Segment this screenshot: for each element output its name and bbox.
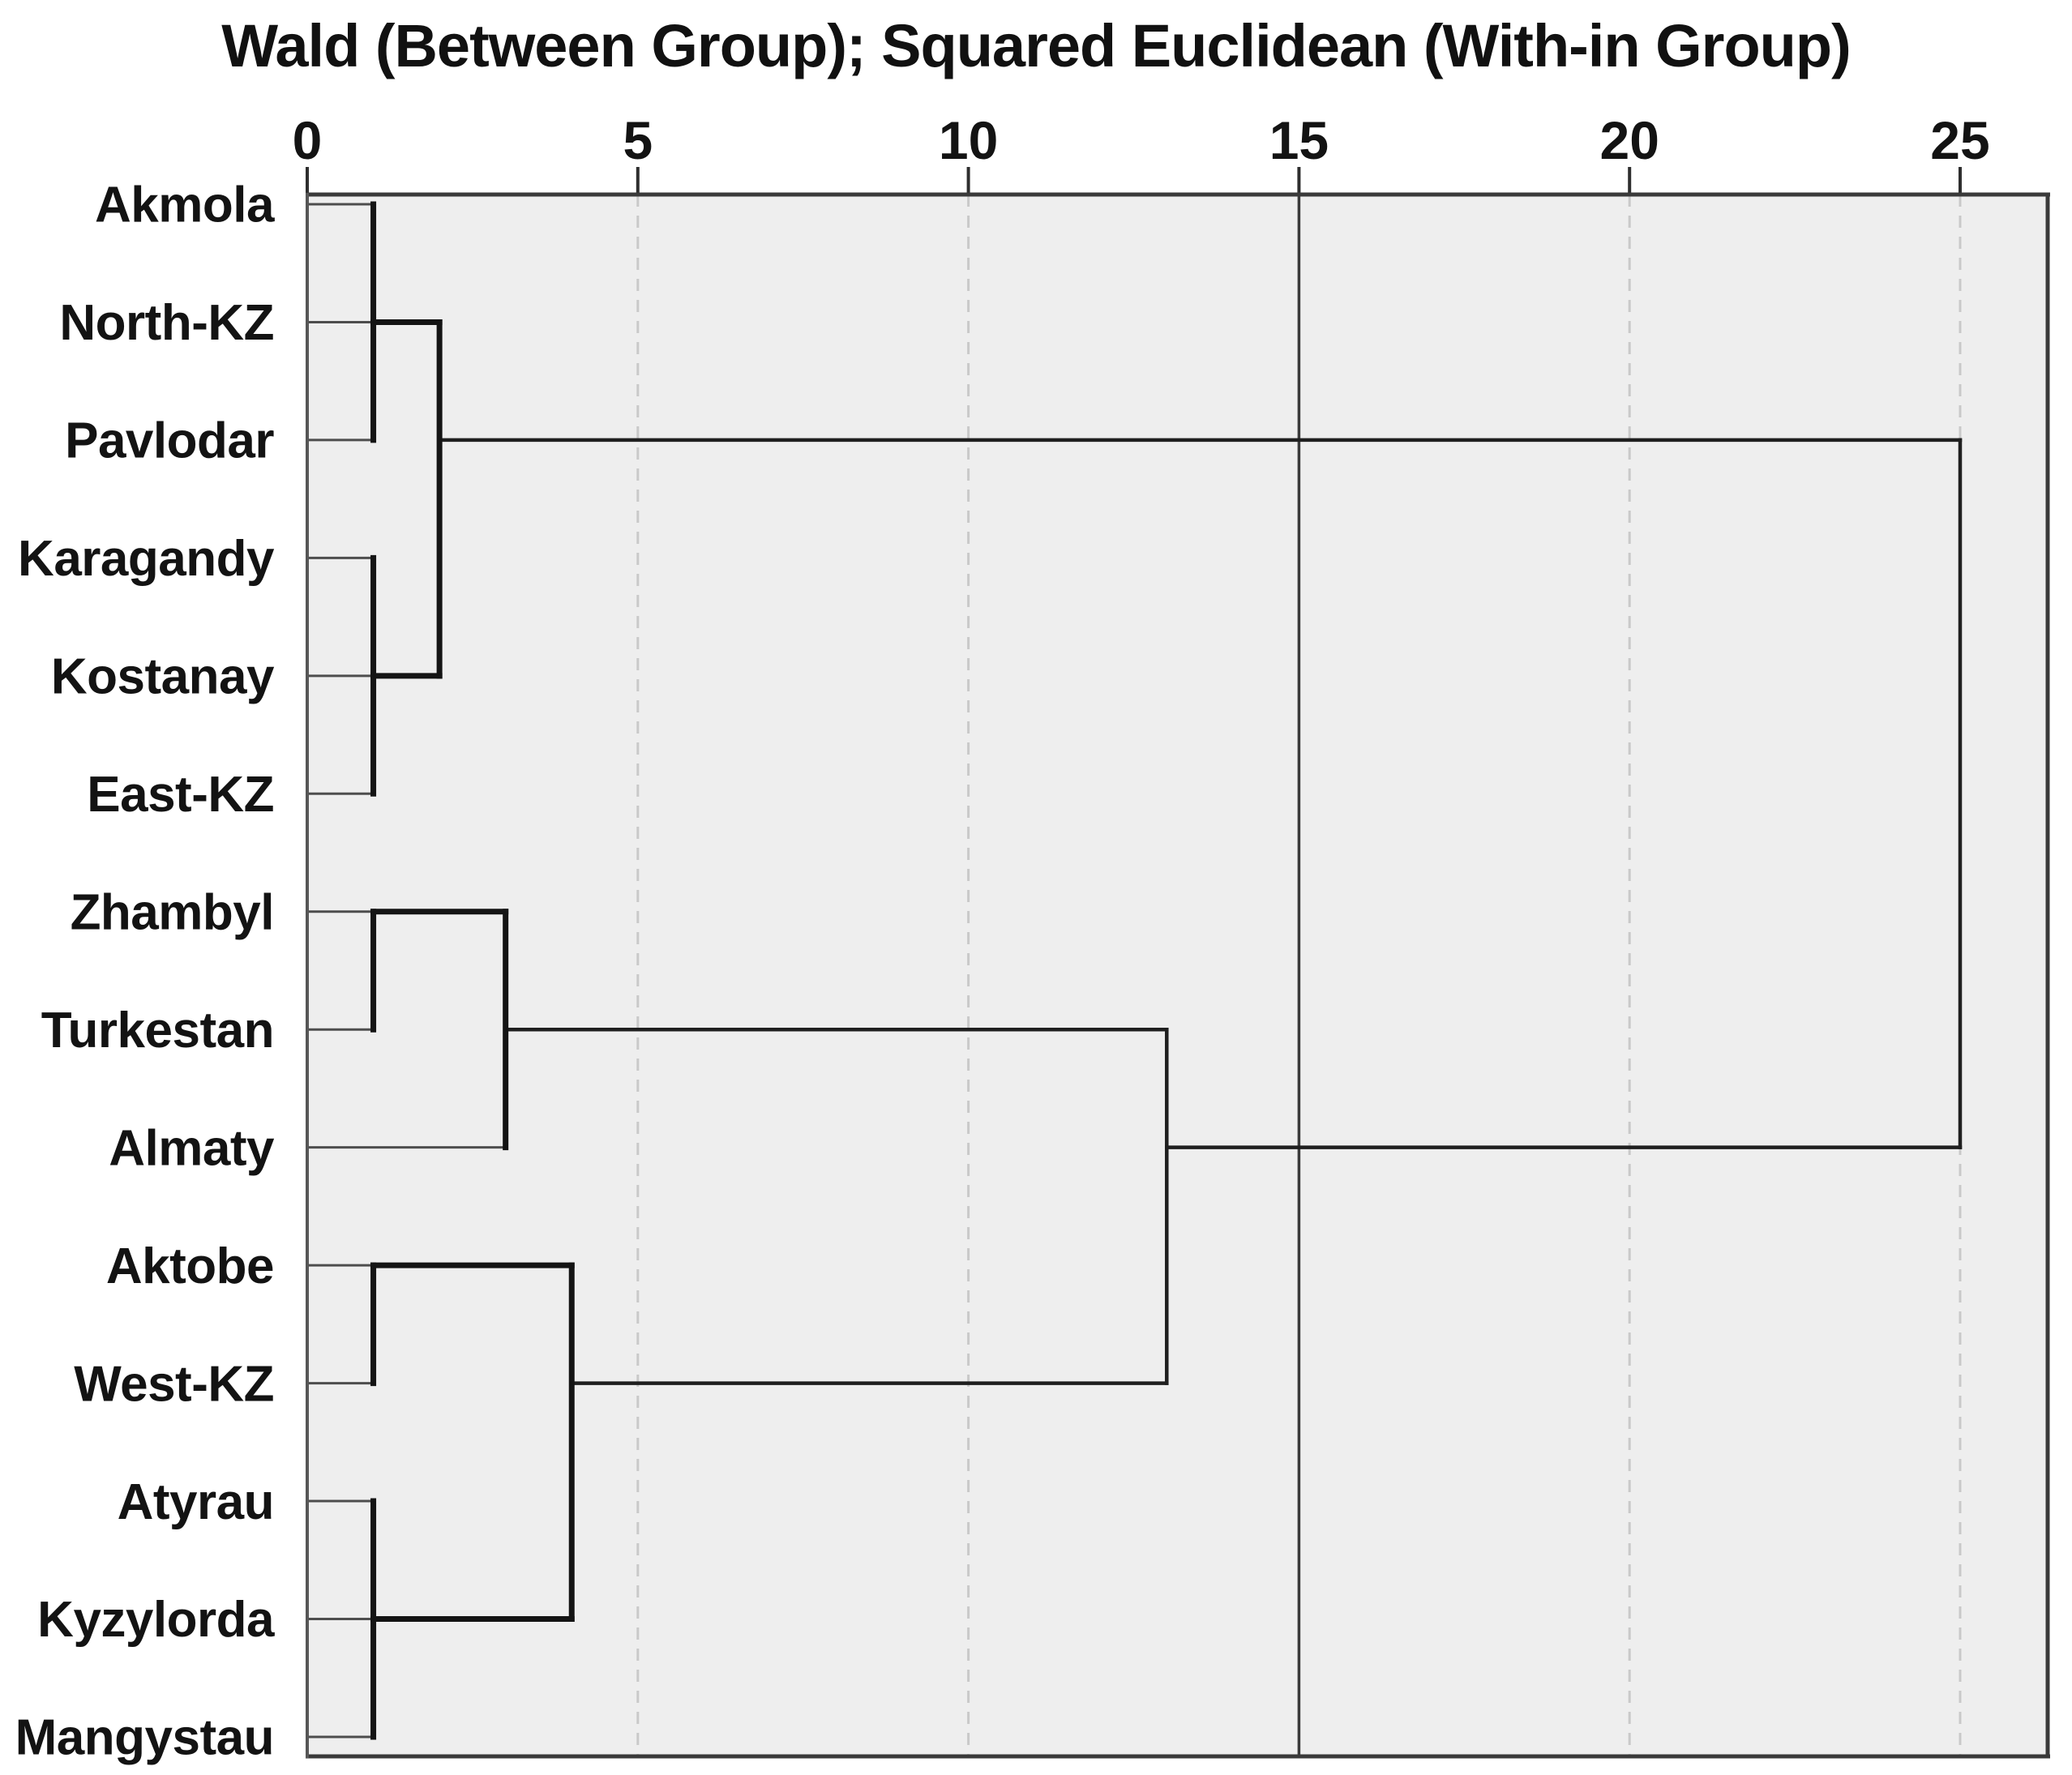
leaf-label-turkestan: Turkestan [41,1003,274,1059]
leaf-label-kostanay: Kostanay [51,649,275,705]
leaf-label-aktobe: Aktobe [106,1238,274,1294]
plot-area [307,195,2048,1756]
leaf-label-kyzylorda: Kyzylorda [37,1592,275,1648]
leaf-label-pavlodar: Pavlodar [65,413,274,469]
leaf-label-karagandy: Karagandy [18,531,275,587]
x-tick-label-0: 0 [293,110,323,170]
x-tick-label-5: 5 [623,110,653,170]
leaf-label-akmola: Akmola [95,178,275,233]
leaf-label-east-kz: East-KZ [87,767,274,823]
leaf-label-north-kz: North-KZ [59,295,274,351]
x-tick-label-15: 15 [1269,110,1329,170]
x-tick-label-20: 20 [1599,110,1659,170]
leaf-label-zhambyl: Zhambyl [71,884,274,940]
leaf-label-atyrau: Atyrau [118,1474,274,1530]
x-tick-label-25: 25 [1930,110,1989,170]
x-tick-label-10: 10 [939,110,998,170]
leaf-label-west-kz: West-KZ [74,1356,274,1412]
leaf-label-almaty: Almaty [109,1120,275,1176]
leaf-label-mangystau: Mangystau [15,1710,274,1766]
chart-title: Wald (Between Group); Squared Euclidean … [221,12,1851,79]
